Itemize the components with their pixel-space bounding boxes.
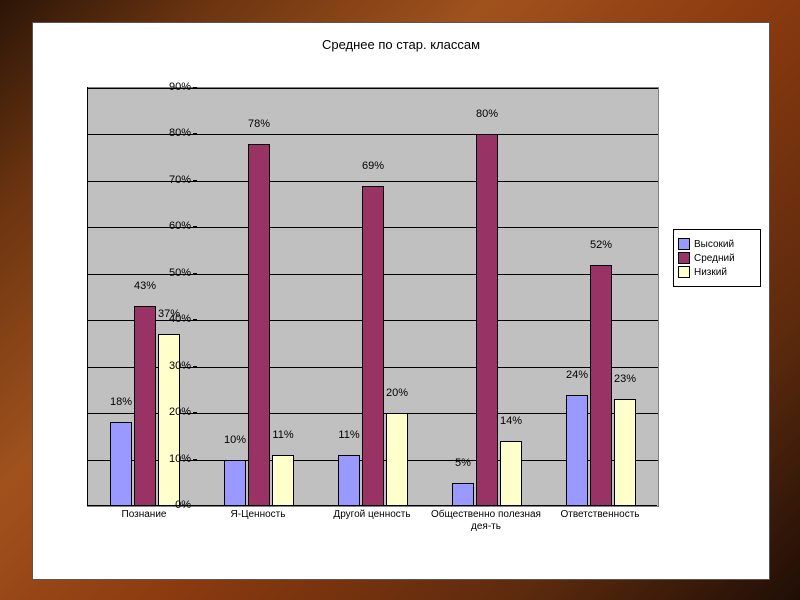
bar [272,455,294,506]
bar [362,186,384,506]
bar [590,265,612,507]
legend-label: Средний [694,253,735,264]
legend-swatch-icon [678,238,690,250]
y-tick-label: 30% [147,360,191,372]
bar-value-label: 11% [338,429,359,441]
bar-value-label: 14% [500,415,522,427]
y-tick-label: 90% [147,81,191,93]
chart-panel: Среднее по стар. классам 18%43%37%10%78%… [32,22,770,580]
legend-label: Высокий [694,239,734,250]
bar-value-label: 20% [386,387,408,399]
legend-item: Низкий [678,266,756,278]
bar [476,134,498,506]
bar-value-label: 23% [614,373,636,385]
legend: Высокий Средний Низкий [673,229,761,287]
bar [110,422,132,506]
x-tick-label: Познание [87,509,201,521]
bar-value-label: 80% [476,108,498,120]
bar-value-label: 69% [362,160,384,172]
bar-value-label: 78% [248,118,270,130]
legend-item: Высокий [678,238,756,250]
x-tick-label: Другой ценность [315,509,429,521]
bar [500,441,522,506]
bar [614,399,636,506]
bar-value-label: 11% [272,429,293,441]
slide-background: Среднее по стар. классам 18%43%37%10%78%… [0,0,800,600]
bar-value-label: 52% [590,239,612,251]
bar-value-label: 10% [224,434,246,446]
bar-value-label: 43% [134,280,156,292]
bar-value-label: 18% [110,396,132,408]
plot-area: 18%43%37%10%78%11%11%69%20%5%80%14%24%52… [87,87,659,507]
bar [566,395,588,506]
x-tick-label: Я-Ценность [201,509,315,521]
bar [248,144,270,506]
bar-value-label: 24% [566,369,588,381]
y-tick-label: 80% [147,127,191,139]
y-tick-label: 60% [147,220,191,232]
bar [386,413,408,506]
bar [338,455,360,506]
y-tick-label: 40% [147,313,191,325]
bar-value-label: 5% [455,457,471,469]
y-tick-label: 50% [147,267,191,279]
y-axis [87,87,88,505]
chart-title: Среднее по стар. классам [33,37,769,52]
y-tick-label: 70% [147,174,191,186]
y-tick-label: 20% [147,406,191,418]
legend-swatch-icon [678,252,690,264]
x-tick-label: Общественно полезная дея-ть [429,509,543,533]
legend-swatch-icon [678,266,690,278]
x-tick-label: Ответственность [543,509,657,521]
y-tick-label: 10% [147,453,191,465]
legend-item: Средний [678,252,756,264]
legend-label: Низкий [694,267,727,278]
bar [452,483,474,506]
bar [224,460,246,506]
